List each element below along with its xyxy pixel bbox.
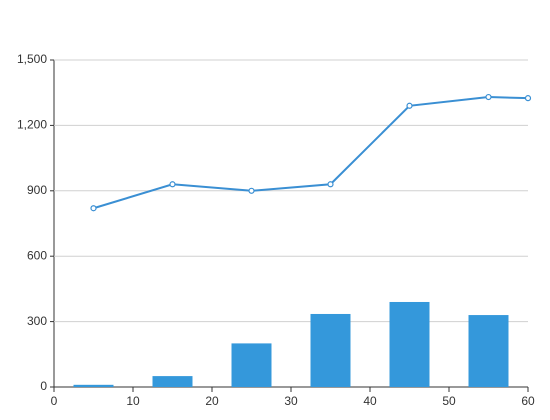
- line-point: [524, 95, 532, 102]
- line-point: [90, 205, 97, 212]
- line-point: [169, 181, 176, 188]
- line: [93, 96, 529, 210]
- bar: [152, 376, 193, 387]
- bar: [468, 315, 509, 387]
- line-point: [327, 181, 334, 188]
- bar: [389, 301, 430, 387]
- bar: [231, 343, 272, 387]
- y-tick-label: 600: [27, 248, 47, 262]
- bar: [310, 313, 351, 387]
- x-tick-label: 10: [126, 394, 140, 408]
- x-tick-label: 0: [51, 394, 58, 408]
- y-tick-label: 1,500: [17, 52, 47, 66]
- x-tick-label: 60: [521, 394, 535, 408]
- line-point: [485, 93, 492, 101]
- x-tick-label: 30: [284, 394, 298, 408]
- line-point: [248, 187, 255, 194]
- x-tick-label: 40: [363, 394, 377, 408]
- x-tick-label: 20: [205, 394, 219, 408]
- y-tick-label: 300: [27, 314, 47, 328]
- y-tick-label: 0: [40, 379, 47, 393]
- x-tick-label: 50: [442, 394, 456, 408]
- line-point: [406, 102, 413, 109]
- bar: [73, 384, 114, 387]
- y-tick-label: 900: [27, 183, 47, 197]
- y-tick-label: 1,200: [17, 118, 47, 132]
